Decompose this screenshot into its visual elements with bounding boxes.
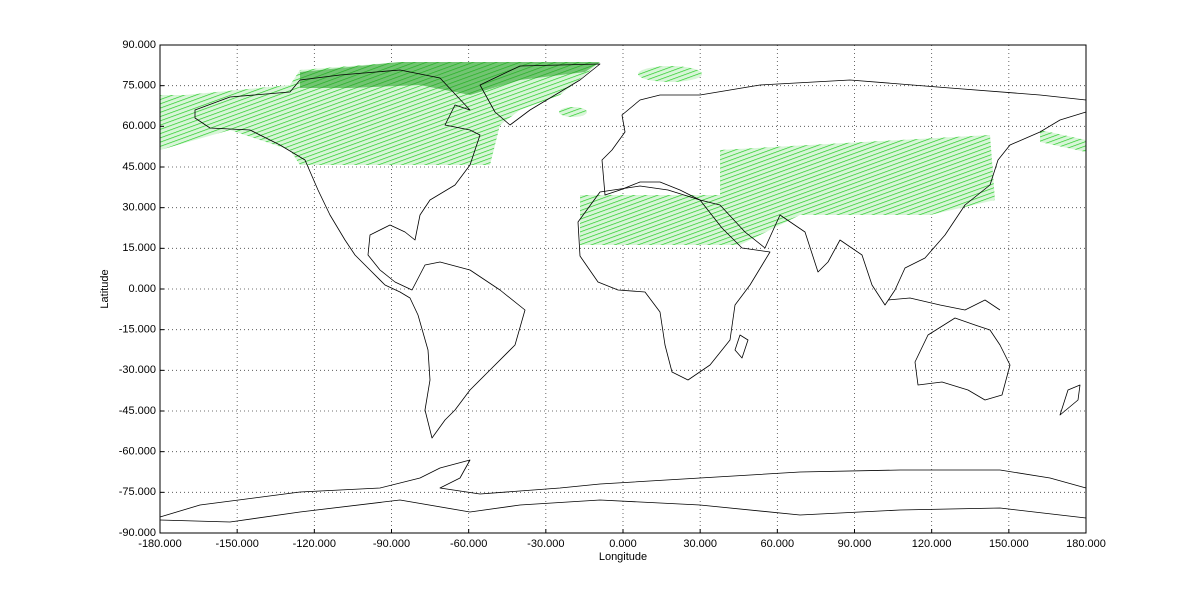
y-tick-label: -45.000 <box>119 405 156 417</box>
swath-svalbard <box>638 66 702 82</box>
swath-arctic <box>300 62 600 95</box>
swath-asia <box>580 135 995 245</box>
swath-kamchatka <box>1040 130 1086 152</box>
x-tick-label: -120.000 <box>293 538 336 550</box>
x-tick-label: 180.000 <box>1066 538 1106 550</box>
x-tick-label: -60.000 <box>450 538 487 550</box>
y-axis-label: Latitude <box>99 269 111 308</box>
labels: Longitude Latitude -180.000 -150.000 -120.… <box>99 39 1106 563</box>
y-tick-label: -75.000 <box>119 486 156 498</box>
y-tick-label: 75.000 <box>122 80 156 92</box>
coast-islands <box>734 297 1081 416</box>
coast-australia <box>914 317 1011 401</box>
coast-eurasia <box>601 79 1087 306</box>
swaths <box>160 62 1086 245</box>
y-tick-label: 90.000 <box>122 39 156 51</box>
y-tick-label: -60.000 <box>119 446 156 458</box>
coast-africa <box>577 185 771 381</box>
y-tick-label: 45.000 <box>122 161 156 173</box>
y-tick-label: 60.000 <box>122 120 156 132</box>
coast-greenland <box>479 63 601 126</box>
y-tick-label: -15.000 <box>119 324 156 336</box>
x-tick-label: 90.000 <box>838 538 872 550</box>
x-tick-label: 60.000 <box>761 538 795 550</box>
y-tick-label: -30.000 <box>119 364 156 376</box>
coastlines <box>159 63 1087 523</box>
x-tick-label: -30.000 <box>527 538 564 550</box>
x-tick-label: -90.000 <box>373 538 410 550</box>
y-tick-label: -90.000 <box>119 527 156 539</box>
x-tick-label: -180.000 <box>138 538 181 550</box>
x-axis-label: Longitude <box>599 551 647 563</box>
x-tick-label: -150.000 <box>215 538 258 550</box>
x-tick-label: 150.000 <box>989 538 1029 550</box>
coast-antarctica <box>159 459 1087 523</box>
y-tick-label: 15.000 <box>122 242 156 254</box>
x-tick-label: 120.000 <box>912 538 952 550</box>
y-tick-label: 0.000 <box>128 283 156 295</box>
y-tick-label: 30.000 <box>122 202 156 214</box>
x-tick-label: 0.000 <box>609 538 637 550</box>
swath-iceland <box>559 107 587 117</box>
coast-americas <box>194 69 526 439</box>
x-tick-label: 30.000 <box>683 538 717 550</box>
